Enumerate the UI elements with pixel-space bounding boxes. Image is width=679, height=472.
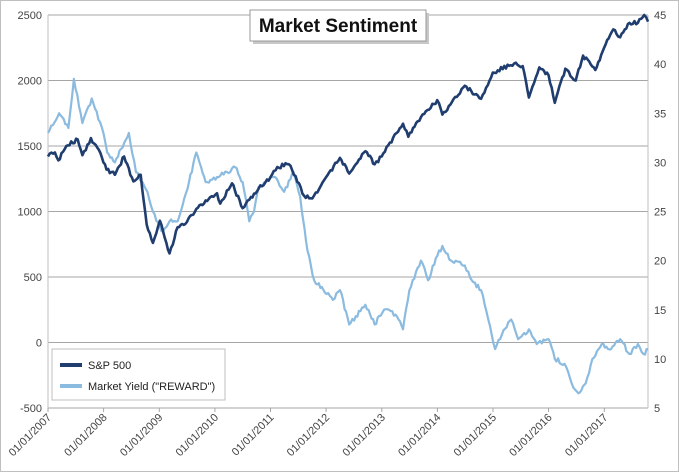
y-tick-label: 0 <box>36 338 42 350</box>
y2-tick-label: 40 <box>654 59 666 71</box>
chart-title: Market Sentiment <box>259 16 418 37</box>
y-tick-label: -500 <box>20 403 42 415</box>
legend-frame <box>51 348 226 401</box>
y2-tick-label: 5 <box>654 403 660 415</box>
y-tick-label: 2500 <box>18 10 42 22</box>
y-tick-label: 1500 <box>18 141 42 153</box>
legend: S&P 500 Market Yield ("REWARD") <box>51 348 226 401</box>
title-frame <box>249 9 427 42</box>
y-tick-label: 500 <box>24 272 42 284</box>
y2-tick-label: 10 <box>654 354 666 366</box>
y2-tick-label: 25 <box>654 207 666 219</box>
y-tick-label: 2000 <box>18 76 42 88</box>
chart-title-box: Market Sentiment <box>249 9 429 44</box>
y2-tick-label: 20 <box>654 256 666 268</box>
y-axis-right: 5 10 15 20 25 30 35 40 45 <box>654 10 666 415</box>
series-lines <box>46 13 650 395</box>
y2-tick-label: 15 <box>654 305 666 317</box>
gridlines <box>48 14 648 409</box>
y2-tick-label: 30 <box>654 157 666 169</box>
y2-tick-label: 45 <box>654 10 666 22</box>
series-line <box>46 13 650 255</box>
legend-label-sp500: S&P 500 <box>88 360 131 372</box>
y-tick-label: 1000 <box>18 207 42 219</box>
legend-label-market-yield: Market Yield ("REWARD") <box>88 381 215 393</box>
y2-tick-label: 35 <box>654 108 666 120</box>
series-line <box>47 77 648 395</box>
y-axis-left: -500 0 500 1000 1500 2000 2500 <box>18 10 42 415</box>
